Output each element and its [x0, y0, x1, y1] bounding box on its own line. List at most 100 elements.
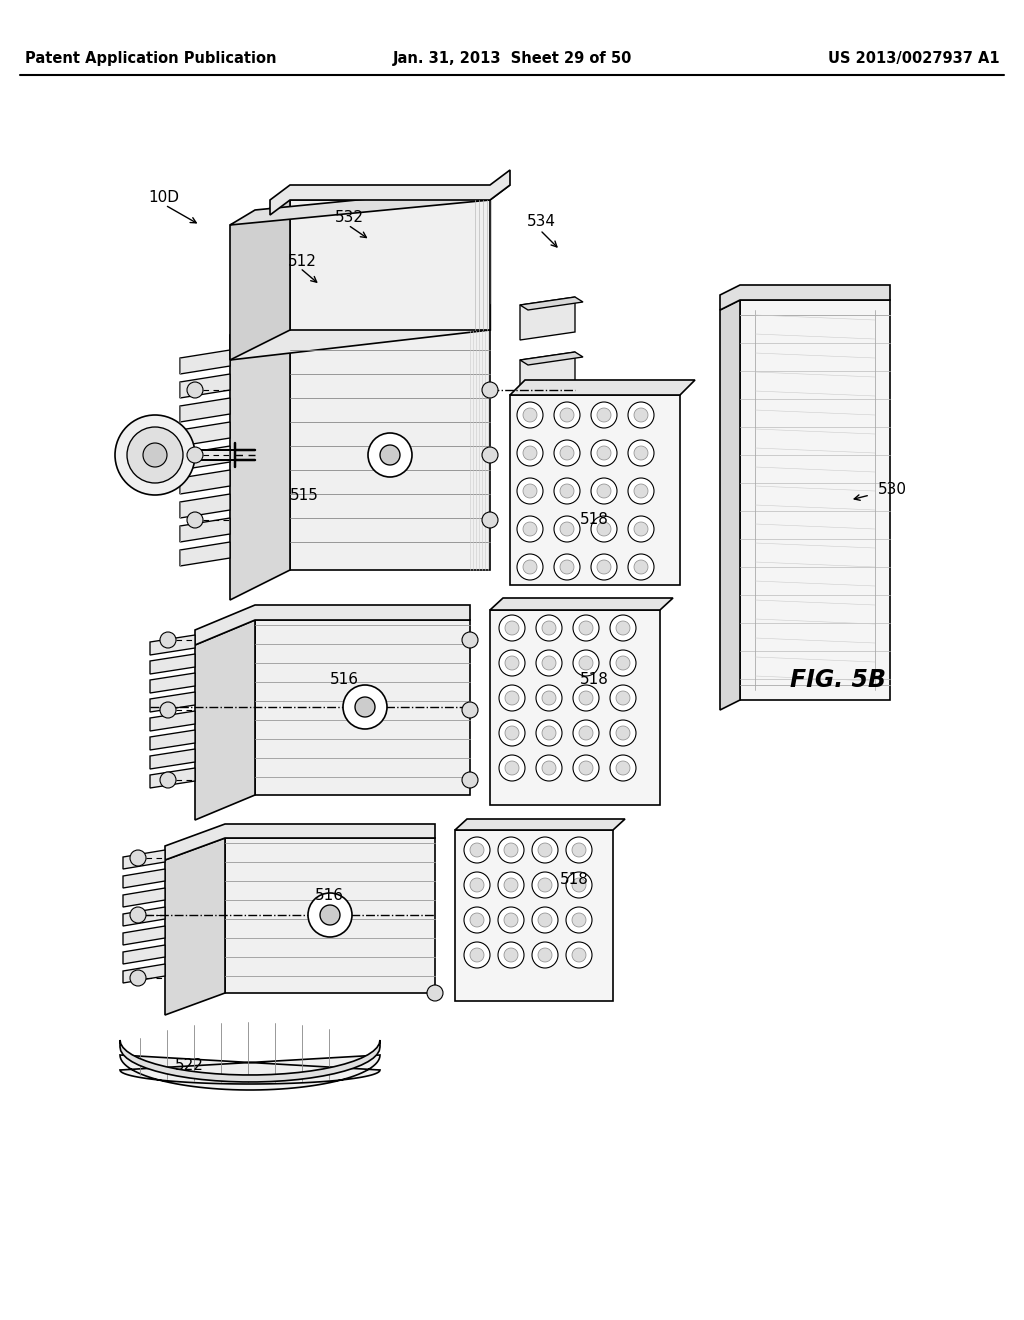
Text: FIG. 5B: FIG. 5B [790, 668, 886, 692]
Circle shape [160, 772, 176, 788]
Circle shape [572, 913, 586, 927]
Circle shape [470, 948, 484, 962]
Text: Jan. 31, 2013  Sheet 29 of 50: Jan. 31, 2013 Sheet 29 of 50 [392, 50, 632, 66]
Circle shape [616, 690, 630, 705]
Circle shape [634, 560, 648, 574]
Circle shape [498, 907, 524, 933]
Polygon shape [165, 838, 225, 1015]
Circle shape [470, 913, 484, 927]
Text: 518: 518 [580, 512, 609, 528]
Circle shape [538, 948, 552, 962]
Circle shape [591, 554, 617, 579]
Circle shape [532, 907, 558, 933]
Polygon shape [180, 374, 230, 399]
Polygon shape [150, 768, 195, 788]
Polygon shape [150, 711, 195, 731]
Circle shape [499, 615, 525, 642]
Circle shape [554, 403, 580, 428]
Circle shape [616, 726, 630, 741]
Circle shape [579, 690, 593, 705]
Circle shape [499, 755, 525, 781]
Circle shape [536, 615, 562, 642]
Polygon shape [150, 730, 195, 750]
Circle shape [462, 632, 478, 648]
Circle shape [610, 615, 636, 642]
Circle shape [532, 837, 558, 863]
Circle shape [505, 762, 519, 775]
Circle shape [532, 873, 558, 898]
Circle shape [538, 843, 552, 857]
Text: 532: 532 [335, 210, 364, 226]
Circle shape [504, 843, 518, 857]
Circle shape [560, 484, 574, 498]
Text: 516: 516 [330, 672, 359, 688]
Circle shape [536, 685, 562, 711]
Circle shape [517, 478, 543, 504]
Circle shape [634, 408, 648, 422]
Circle shape [517, 516, 543, 543]
Circle shape [115, 414, 195, 495]
Circle shape [505, 656, 519, 671]
Circle shape [542, 690, 556, 705]
Circle shape [610, 685, 636, 711]
Circle shape [504, 948, 518, 962]
Circle shape [130, 970, 146, 986]
Circle shape [610, 719, 636, 746]
Circle shape [464, 942, 490, 968]
Text: 516: 516 [315, 887, 344, 903]
Polygon shape [195, 605, 470, 645]
Circle shape [517, 403, 543, 428]
Polygon shape [720, 300, 740, 710]
Polygon shape [180, 399, 230, 422]
Circle shape [560, 560, 574, 574]
Circle shape [579, 726, 593, 741]
Circle shape [505, 726, 519, 741]
Polygon shape [520, 352, 575, 395]
Polygon shape [180, 422, 230, 446]
Circle shape [597, 408, 611, 422]
Circle shape [610, 755, 636, 781]
Polygon shape [520, 407, 583, 420]
Polygon shape [180, 350, 230, 374]
Polygon shape [720, 285, 890, 310]
Polygon shape [180, 470, 230, 494]
Circle shape [368, 433, 412, 477]
Circle shape [536, 755, 562, 781]
Circle shape [591, 516, 617, 543]
Circle shape [628, 516, 654, 543]
Polygon shape [520, 297, 575, 341]
Circle shape [573, 649, 599, 676]
Polygon shape [123, 907, 165, 927]
Polygon shape [520, 407, 575, 450]
Text: 522: 522 [175, 1057, 204, 1072]
Polygon shape [150, 653, 195, 675]
Circle shape [308, 894, 352, 937]
Polygon shape [180, 543, 230, 566]
Text: 530: 530 [878, 483, 907, 498]
Circle shape [542, 762, 556, 775]
Circle shape [319, 906, 340, 925]
Circle shape [523, 446, 537, 459]
Circle shape [160, 702, 176, 718]
Circle shape [573, 685, 599, 711]
Polygon shape [230, 185, 510, 224]
Circle shape [579, 620, 593, 635]
Circle shape [573, 755, 599, 781]
Circle shape [536, 719, 562, 746]
Polygon shape [490, 610, 660, 805]
Circle shape [610, 649, 636, 676]
Circle shape [143, 444, 167, 467]
Circle shape [499, 649, 525, 676]
Polygon shape [180, 517, 230, 543]
Circle shape [560, 408, 574, 422]
Polygon shape [225, 838, 435, 993]
Polygon shape [120, 1055, 380, 1090]
Circle shape [554, 440, 580, 466]
Circle shape [542, 620, 556, 635]
Circle shape [505, 620, 519, 635]
Text: 534: 534 [527, 214, 556, 230]
Polygon shape [165, 824, 435, 861]
Text: 518: 518 [560, 873, 589, 887]
Polygon shape [510, 380, 695, 395]
Circle shape [498, 873, 524, 898]
